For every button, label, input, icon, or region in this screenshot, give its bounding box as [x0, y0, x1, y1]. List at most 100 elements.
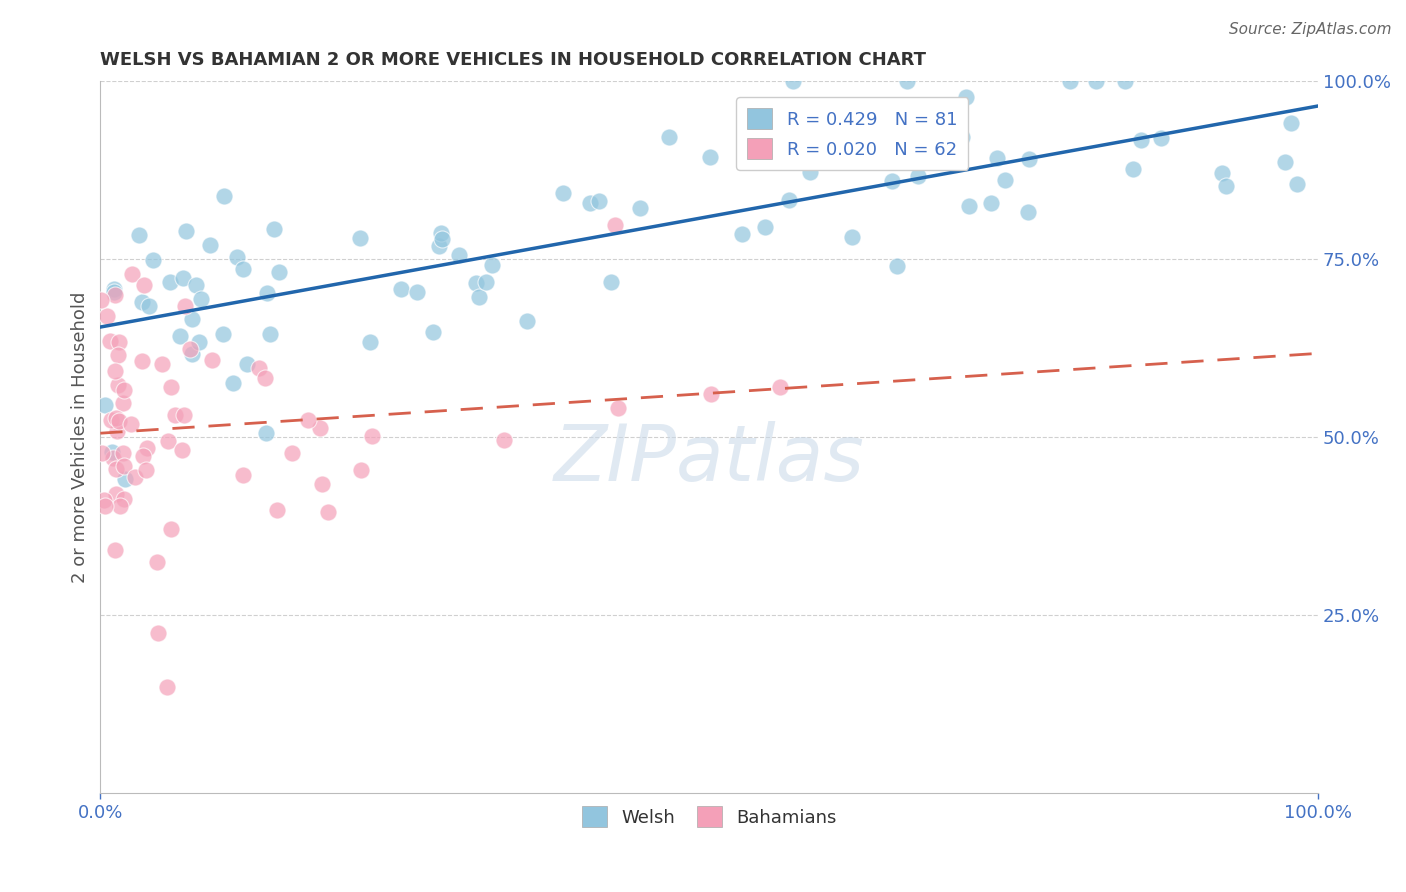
Point [198, 237, 221, 252]
Point [174, 299, 197, 313]
Point [159, 275, 181, 289]
Point [131, 354, 153, 368]
Point [1122, 161, 1144, 176]
Point [297, 413, 319, 427]
Point [799, 164, 821, 178]
Point [172, 443, 194, 458]
Point [214, 189, 236, 203]
Point [105, 487, 128, 501]
Point [103, 285, 125, 299]
Point [658, 129, 681, 144]
Point [90, 293, 112, 307]
Point [104, 411, 127, 425]
Point [553, 186, 575, 200]
Point [156, 680, 179, 694]
Point [994, 173, 1017, 187]
Point [174, 224, 197, 238]
Point [138, 299, 160, 313]
Point [778, 193, 800, 207]
Point [132, 449, 155, 463]
Point [1018, 152, 1040, 166]
Point [150, 357, 173, 371]
Point [578, 196, 600, 211]
Point [986, 152, 1008, 166]
Point [465, 276, 488, 290]
Point [311, 477, 333, 491]
Point [259, 326, 281, 341]
Point [882, 173, 904, 187]
Point [94, 499, 117, 513]
Point [112, 383, 135, 397]
Point [221, 376, 243, 390]
Text: Source: ZipAtlas.com: Source: ZipAtlas.com [1229, 22, 1392, 37]
Point [841, 230, 863, 244]
Point [782, 74, 804, 88]
Text: WELSH VS BAHAMIAN 2 OR MORE VEHICLES IN HOUSEHOLD CORRELATION CHART: WELSH VS BAHAMIAN 2 OR MORE VEHICLES IN … [100, 51, 927, 69]
Point [1211, 166, 1233, 180]
Point [481, 259, 503, 273]
Point [104, 364, 127, 378]
Point [103, 282, 125, 296]
Point [124, 470, 146, 484]
Point [699, 149, 721, 163]
Point [90, 446, 112, 460]
Point [190, 292, 212, 306]
Point [907, 169, 929, 184]
Point [360, 428, 382, 442]
Point [266, 503, 288, 517]
Point [1084, 74, 1107, 88]
Point [350, 462, 373, 476]
Point [281, 445, 304, 459]
Point [405, 285, 427, 300]
Point [427, 238, 450, 252]
Point [107, 334, 129, 349]
Point [886, 108, 908, 122]
Point [128, 228, 150, 243]
Point [247, 360, 270, 375]
Point [179, 342, 201, 356]
Point [1215, 179, 1237, 194]
Point [110, 500, 132, 514]
Point [256, 285, 278, 300]
Point [232, 468, 254, 483]
Point [135, 463, 157, 477]
Point [1150, 131, 1173, 145]
Point [950, 130, 973, 145]
Point [163, 408, 186, 422]
Point [605, 218, 627, 232]
Point [108, 414, 131, 428]
Point [101, 444, 124, 458]
Point [114, 472, 136, 486]
Y-axis label: 2 or more Vehicles in Household: 2 or more Vehicles in Household [72, 292, 89, 583]
Point [700, 387, 723, 401]
Point [146, 555, 169, 569]
Point [107, 348, 129, 362]
Point [94, 398, 117, 412]
Point [254, 425, 277, 440]
Legend: Welsh, Bahamians: Welsh, Bahamians [575, 799, 844, 834]
Point [447, 248, 470, 262]
Point [349, 231, 371, 245]
Point [107, 377, 129, 392]
Point [236, 357, 259, 371]
Point [263, 222, 285, 236]
Point [467, 290, 489, 304]
Point [730, 227, 752, 242]
Point [184, 278, 207, 293]
Point [142, 253, 165, 268]
Point [430, 227, 453, 241]
Text: ZIPatlas: ZIPatlas [554, 421, 865, 497]
Point [169, 328, 191, 343]
Point [1114, 74, 1136, 88]
Point [104, 543, 127, 558]
Point [148, 626, 170, 640]
Point [599, 275, 621, 289]
Point [101, 451, 124, 466]
Point [93, 493, 115, 508]
Point [173, 409, 195, 423]
Point [98, 334, 121, 349]
Point [955, 89, 977, 103]
Point [359, 335, 381, 350]
Point [232, 262, 254, 277]
Point [131, 294, 153, 309]
